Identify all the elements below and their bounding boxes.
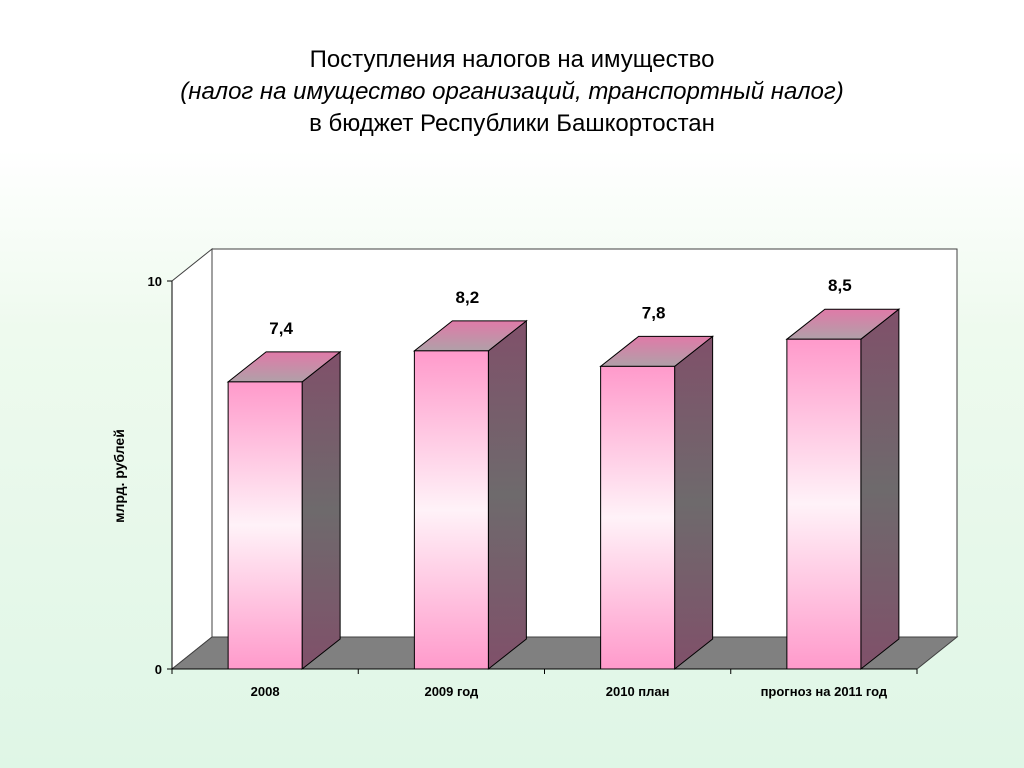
title-line-3: в бюджет Республики Башкортостан <box>309 110 715 137</box>
y-tick-label: 0 <box>155 662 162 677</box>
data-label: 8,5 <box>828 276 852 295</box>
x-tick-label: прогноз на 2011 год <box>761 684 888 699</box>
data-label: 7,4 <box>269 319 293 338</box>
left-wall <box>171 247 213 671</box>
bar <box>413 350 489 670</box>
bar-side <box>860 308 900 671</box>
bar-side <box>301 350 341 671</box>
y-axis-title: млрд. рублей <box>111 429 127 523</box>
x-tick-label: 2010 план <box>606 684 670 699</box>
labels-layer: 0 10 млрд. рублей 7,4 2008 8,2 2009 год 7,8 2010… <box>111 274 888 699</box>
bar <box>227 381 303 670</box>
data-label: 7,8 <box>642 303 666 322</box>
bar-side <box>674 335 714 671</box>
y-tick-label: 10 <box>148 274 162 289</box>
bar <box>786 338 862 670</box>
title-line-1: Поступления налогов на имущество <box>309 46 715 73</box>
plot-frame <box>167 247 959 674</box>
bar <box>600 365 676 670</box>
bars-layer <box>226 308 901 671</box>
bar-side <box>487 319 527 671</box>
data-label: 8,2 <box>456 288 480 307</box>
x-tick-label: 2009 год <box>424 684 479 699</box>
x-tick-label: 2008 <box>251 684 280 699</box>
title-line-2: (налог на имущество организаций, транспо… <box>180 78 844 105</box>
slide-title: Поступления налогов на имущество (налог … <box>0 44 1024 140</box>
